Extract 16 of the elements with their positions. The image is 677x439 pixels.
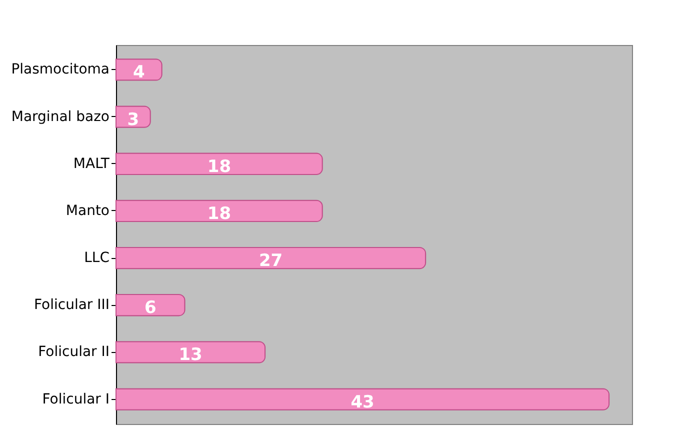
y-tick-label: MALT [73,156,110,172]
y-tick-label: Marginal bazo [11,108,110,125]
data-label: 18 [207,156,232,177]
data-label: 18 [207,204,232,224]
data-label: 43 [350,392,374,412]
y-tick-label: Folicular I [42,391,110,408]
y-tick-label: LLC [84,250,110,266]
y-tick-label: Folicular II [38,344,110,360]
y-tick-label: Plasmocitoma [11,62,110,78]
data-label: 13 [178,345,202,366]
y-tick-label: Manto [66,202,110,219]
y-tick-label: Folicular III [34,297,110,314]
data-label: 4 [133,62,146,83]
data-label: 27 [258,251,283,272]
data-label: 3 [127,110,140,130]
data-label: 6 [144,298,156,318]
